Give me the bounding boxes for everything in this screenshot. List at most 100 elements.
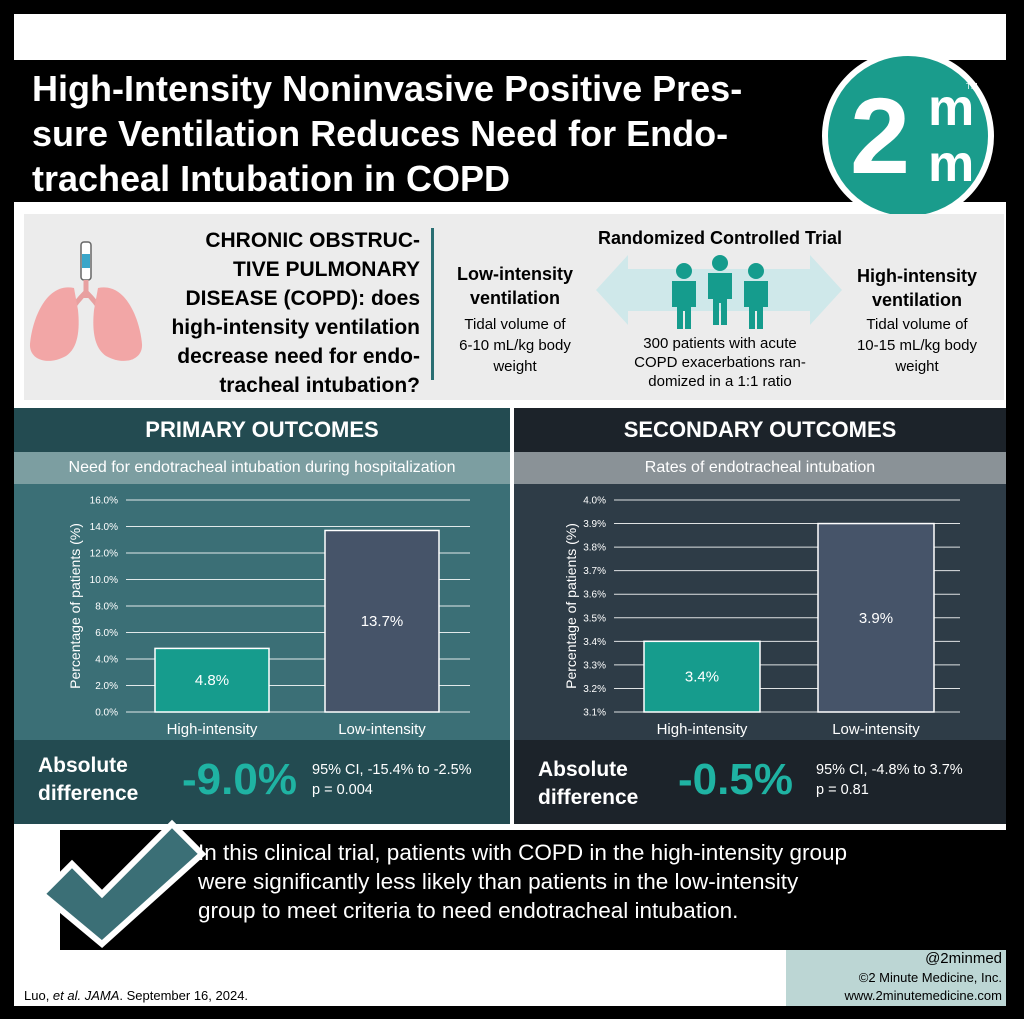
- patient-figure-icon: [708, 255, 732, 325]
- arm-title-line: High-intensity: [857, 266, 977, 286]
- y-tick-label: 3.1%: [583, 708, 606, 719]
- confidence-interval-stats: 95% CI, -4.8% to 3.7% p = 0.81: [816, 760, 963, 800]
- page-title: High-Intensity Noninvasive Positive Pres…: [32, 66, 812, 201]
- absolute-difference-label: Absolute difference: [38, 752, 138, 808]
- conclusion-line: group to meet criteria to need endotrach…: [198, 898, 739, 923]
- primary-outcomes-header: PRIMARY OUTCOMES: [14, 408, 510, 452]
- primary-outcome-subtitle: Need for endotracheal intubation during …: [14, 452, 510, 484]
- secondary-outcome-subtitle: Rates of endotracheal intubation: [514, 452, 1006, 484]
- citation-journal: JAMA: [84, 988, 120, 1003]
- x-category-label: Low-intensity: [832, 721, 920, 738]
- bar-low-intensity: [817, 522, 935, 713]
- website-link[interactable]: www.2minutemedicine.com: [844, 988, 1002, 1003]
- question-line: CHRONIC OBSTRUC-: [205, 229, 420, 252]
- logo-two: 2: [850, 75, 911, 196]
- title-line: High-Intensity Noninvasive Positive Pres…: [32, 68, 743, 109]
- x-category-label: High-intensity: [167, 721, 258, 738]
- bar-value-label: 3.9%: [859, 610, 893, 627]
- abs-label-line: Absolute: [538, 758, 628, 781]
- bar-value-label: 3.4%: [685, 669, 719, 686]
- copyright-text: ©2 Minute Medicine, Inc.: [858, 970, 1002, 985]
- arm-title-line: ventilation: [469, 288, 560, 308]
- y-tick-label: 3.9%: [583, 519, 606, 530]
- question-line: tracheal intubation?: [219, 374, 420, 397]
- study-design-title: Randomized Controlled Trial: [597, 228, 843, 248]
- stats-line: p = 0.81: [816, 782, 869, 798]
- abs-label-line: difference: [38, 782, 139, 805]
- primary-outcomes-panel: PRIMARY OUTCOMES Need for endotracheal i…: [14, 408, 510, 824]
- patients-line: COPD exacerbations ran-: [634, 354, 806, 371]
- question-panel: [24, 214, 1004, 400]
- arm-desc-line: 6-10 mL/kg body: [459, 337, 571, 354]
- arm-desc-line: Tidal volume of: [866, 316, 968, 333]
- y-tick-label: 4.0%: [95, 655, 118, 666]
- conclusion-line: were significantly less likely than pati…: [198, 869, 799, 894]
- stats-line: 95% CI, -15.4% to -2.5%: [312, 762, 472, 778]
- abs-label-line: difference: [538, 786, 639, 809]
- patients-line: 300 patients with acute: [643, 335, 797, 352]
- patients-description: 300 patients with acute COPD exacerbatio…: [600, 334, 840, 391]
- conclusion-text: In this clinical trial, patients with CO…: [198, 838, 998, 925]
- y-tick-label: 3.7%: [583, 566, 606, 577]
- high-arm-description: Tidal volume of 10-15 mL/kg body weight: [842, 314, 992, 377]
- secondary-bar-chart: 3.1% 3.2% 3.3% 3.4% 3.5% 3.6% 3.7% 3.8% 3.9% 4.0%…: [563, 496, 960, 738]
- stats-line: p = 0.004: [312, 782, 373, 798]
- logo-trademark: TM: [966, 82, 978, 91]
- bar-high-intensity: [154, 647, 270, 713]
- question-line: DISEASE (COPD): does: [185, 287, 420, 310]
- arm-title-line: ventilation: [871, 290, 962, 310]
- y-tick-label: 8.0%: [95, 602, 118, 613]
- bar-high-intensity: [643, 640, 761, 713]
- citation-date: . September 16, 2024.: [119, 988, 249, 1003]
- high-arm-title: High-intensity ventilation: [842, 264, 992, 312]
- randomization-arrow-icon: [596, 255, 842, 329]
- y-tick-label: 3.6%: [583, 590, 606, 601]
- primary-absolute-difference: Absolute difference -9.0% 95% CI, -15.4%…: [14, 740, 510, 824]
- lungs-icon: [29, 241, 143, 361]
- absolute-difference-label: Absolute difference: [538, 756, 638, 812]
- footer-credit-box: [786, 950, 1006, 1006]
- question-line: high-intensity ventilation: [171, 316, 420, 339]
- absolute-difference-value: -9.0%: [182, 755, 297, 804]
- panel-divider: [431, 228, 434, 380]
- low-arm-title: Low-intensity ventilation: [440, 262, 590, 310]
- y-tick-label: 6.0%: [95, 628, 118, 639]
- y-tick-label: 2.0%: [95, 681, 118, 692]
- confidence-interval-stats: 95% CI, -15.4% to -2.5% p = 0.004: [312, 760, 472, 800]
- research-question: CHRONIC OBSTRUC- TIVE PULMONARY DISEASE …: [148, 226, 420, 400]
- conclusion-line: In this clinical trial, patients with CO…: [198, 840, 848, 865]
- y-tick-label: 3.2%: [583, 684, 606, 695]
- y-tick-label: 16.0%: [90, 496, 118, 507]
- brand-logo: 2 m m TM: [822, 50, 994, 222]
- y-tick-label: 12.0%: [90, 549, 118, 560]
- y-tick-label: 14.0%: [90, 522, 118, 533]
- secondary-outcomes-panel: SECONDARY OUTCOMES Rates of endotracheal…: [514, 408, 1006, 824]
- patients-line: domized in a 1:1 ratio: [648, 373, 792, 390]
- citation-author: Luo,: [24, 988, 53, 1003]
- logo-m-bottom: m: [928, 135, 975, 193]
- primary-bar-chart: 0.0% 2.0% 4.0% 6.0% 8.0% 10.0% 12.0% 14.0% 16.0%…: [67, 496, 470, 738]
- x-category-label: High-intensity: [657, 721, 748, 738]
- stats-line: 95% CI, -4.8% to 3.7%: [816, 762, 963, 778]
- arm-desc-line: weight: [895, 358, 939, 375]
- x-category-label: Low-intensity: [338, 721, 426, 738]
- bar-value-label: 4.8%: [195, 672, 229, 689]
- patient-figure-icon: [672, 263, 696, 329]
- low-arm-description: Tidal volume of 6-10 mL/kg body weight: [440, 314, 590, 377]
- social-handle: @2minmed: [925, 950, 1002, 967]
- logo-m-top: m: [928, 79, 975, 137]
- checkmark-icon: [37, 819, 207, 948]
- bar-value-label: 13.7%: [361, 613, 404, 630]
- question-line: TIVE PULMONARY: [232, 258, 420, 281]
- y-tick-label: 3.3%: [583, 660, 606, 671]
- arm-title-line: Low-intensity: [457, 264, 573, 284]
- question-line: decrease need for endo-: [177, 345, 420, 368]
- y-tick-label: 4.0%: [583, 496, 606, 507]
- bar-low-intensity: [324, 529, 440, 713]
- secondary-absolute-difference: Absolute difference -0.5% 95% CI, -4.8% …: [514, 740, 1006, 824]
- y-tick-label: 10.0%: [90, 575, 118, 586]
- title-line: tracheal Intubation in COPD: [32, 158, 511, 199]
- secondary-outcomes-header: SECONDARY OUTCOMES: [514, 408, 1006, 452]
- y-tick-label: 3.8%: [583, 543, 606, 554]
- arm-desc-line: weight: [493, 358, 537, 375]
